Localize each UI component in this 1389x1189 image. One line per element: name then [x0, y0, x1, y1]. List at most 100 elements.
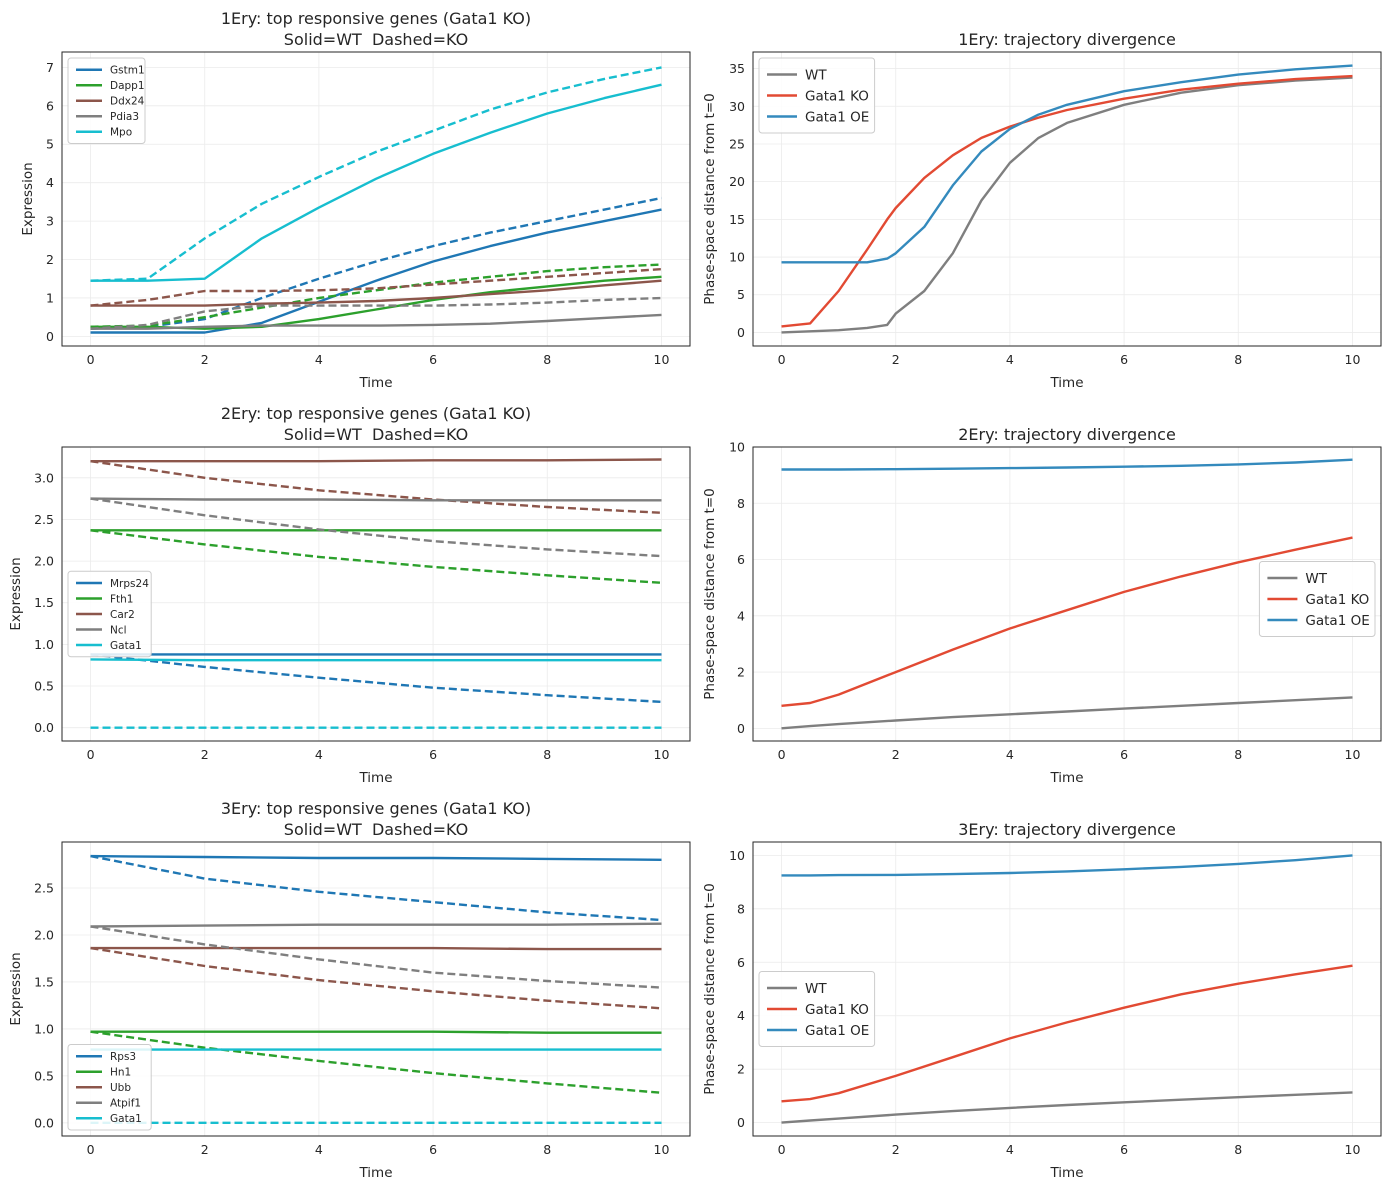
axes-frame: [61, 446, 691, 742]
series-group: [90, 458, 662, 729]
series-line-ddx24: [90, 279, 662, 307]
legend-label: Gata1: [110, 640, 142, 652]
x-tick-label: 8: [1234, 1142, 1242, 1157]
legend-label: Gstm1: [110, 65, 145, 77]
x-axis-label: Time: [1049, 770, 1083, 786]
legend-box: [67, 57, 146, 144]
y-tick-label: 1.0: [34, 637, 54, 652]
x-tick-label: 6: [1120, 352, 1128, 367]
chart-panel-1: 0 2 4 6 8 10 0 1 2 3 4 5 6 7 1Ery: top responsive gene…: [20, 9, 691, 391]
legend-label: Gata1 KO: [805, 1002, 869, 1018]
legend-label: Pdia3: [110, 111, 139, 123]
series-line-ko-7: [90, 925, 662, 989]
legend-label: Gata1 KO: [805, 88, 869, 104]
y-tick-label: 0: [737, 721, 745, 736]
y-tick-label: 1.5: [34, 974, 54, 989]
x-axis-label: Time: [1049, 375, 1083, 391]
chart-panel-2: 0 2 4 6 8 10 0 5 10 15 20 25 30 35 1Ery: trajectory di…: [702, 30, 1382, 391]
x-tick-label: 0: [87, 1142, 95, 1157]
series-group: [781, 64, 1353, 334]
x-tick-label: 10: [1345, 747, 1361, 762]
axes-frame: [752, 841, 1382, 1137]
series-line-car2: [90, 458, 662, 463]
x-axis-label: Time: [358, 770, 392, 786]
y-tick-label: 4: [737, 608, 745, 623]
y-tick-label: 0: [737, 325, 745, 340]
legend-label: Ncl: [110, 624, 127, 636]
chart-subtitle: Solid=WT Dashed=KO: [284, 820, 468, 839]
x-axis-label: Time: [358, 375, 392, 391]
y-tick-label: 1.5: [34, 595, 54, 610]
x-tick-label: 6: [429, 352, 437, 367]
legend-label: Gata1: [110, 1113, 142, 1125]
series-line-ko-7: [90, 296, 662, 330]
legend: WT Gata1 KO Gata1 OE: [758, 971, 876, 1047]
y-axis-label: Phase-space distance from t=0: [702, 488, 718, 699]
series-line-ko-1: [90, 854, 662, 922]
series-line-ko-7: [90, 497, 662, 558]
y-tick-label: 0: [46, 329, 54, 344]
legend-label: Gata1 OE: [1305, 613, 1369, 629]
legend: WT Gata1 KO Gata1 OE: [758, 57, 876, 134]
x-tick-label: 10: [654, 1142, 670, 1157]
x-tick-label: 6: [1120, 1142, 1128, 1157]
legend-label: Fth1: [110, 593, 134, 605]
chart-subtitle: Solid=WT Dashed=KO: [284, 30, 468, 49]
legend-box: [1258, 561, 1376, 637]
legend: Gstm1 Dapp1 Ddx24 Pdia3 Mpo: [67, 57, 146, 144]
legend: Mrps24 Fth1 Car2 Ncl Gata1: [67, 570, 152, 658]
x-tick-label: 4: [315, 352, 323, 367]
y-tick-label: 0.5: [34, 679, 54, 694]
chart-panel-5: 0 2 4 6 8 10 0.0 0.5 1.0 1.5 2.0 2.5 3Ery: top respo…: [8, 799, 691, 1181]
series-line-gata1-ko: [781, 536, 1353, 707]
y-tick-label: 7: [46, 60, 54, 75]
series-line-gstm1: [90, 208, 662, 334]
x-tick-label: 8: [543, 1142, 551, 1157]
x-tick-label: 8: [1234, 352, 1242, 367]
y-tick-label: 20: [729, 174, 745, 189]
legend-label: Atpif1: [110, 1098, 141, 1110]
legend: Rps3 Hn1 Ubb Atpif1 Gata1: [67, 1044, 152, 1131]
series-line-gata1-ko: [781, 964, 1353, 1103]
series-line-ubb: [90, 946, 662, 951]
y-tick-label: 4: [46, 175, 54, 190]
y-tick-label: 1.0: [34, 1021, 54, 1036]
x-tick-label: 8: [1234, 747, 1242, 762]
y-tick-label: 0.0: [34, 720, 54, 735]
x-tick-label: 10: [654, 352, 670, 367]
series-line-gata1: [90, 658, 662, 662]
y-tick-label: 10: [729, 848, 745, 863]
series-line-ko-5: [90, 460, 662, 514]
x-tick-label: 10: [1345, 352, 1361, 367]
series-group: [781, 458, 1353, 730]
legend-label: Gata1 OE: [805, 1023, 869, 1039]
series-line-wt: [781, 76, 1353, 334]
series-line-ko-3: [90, 263, 662, 328]
axes-frame: [752, 51, 1382, 347]
y-tick-label: 6: [737, 552, 745, 567]
axes-frame: [61, 51, 691, 347]
x-tick-label: 4: [1006, 1142, 1014, 1157]
series-line-wt: [781, 696, 1353, 730]
series-line-ko-1: [90, 196, 662, 330]
legend-label: Mrps24: [110, 578, 149, 590]
series-group: [90, 66, 662, 334]
series-line-ncl: [90, 497, 662, 502]
y-tick-label: 2.5: [34, 881, 54, 896]
x-tick-label: 4: [315, 1142, 323, 1157]
x-tick-label: 2: [892, 1142, 900, 1157]
y-tick-label: 2.0: [34, 554, 54, 569]
series-line-atpif1: [90, 922, 662, 928]
series-line-wt: [781, 1091, 1353, 1124]
series-line-pdia3: [90, 313, 662, 330]
y-tick-label: 3.0: [34, 470, 54, 485]
legend-label: Ubb: [110, 1082, 131, 1094]
axes-frame: [61, 841, 691, 1137]
legend-label: Gata1 OE: [805, 109, 869, 125]
x-tick-label: 6: [429, 747, 437, 762]
chart-subtitle: Solid=WT Dashed=KO: [284, 425, 468, 444]
legend-box: [758, 971, 876, 1047]
x-tick-label: 2: [201, 1142, 209, 1157]
series-line-gata1-oe: [781, 64, 1353, 264]
